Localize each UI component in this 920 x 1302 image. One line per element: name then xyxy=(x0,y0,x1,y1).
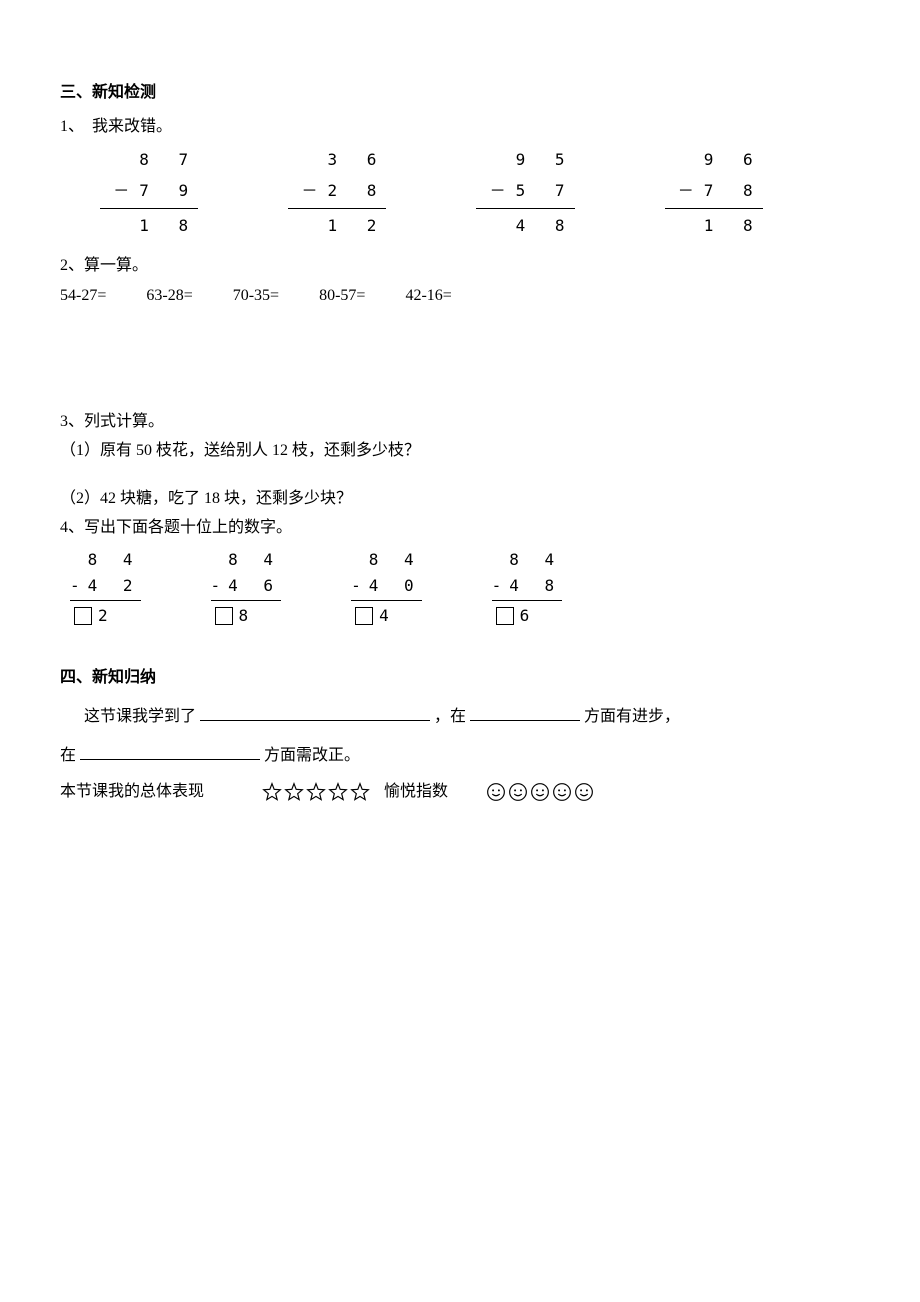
vertical-box-problem: 8 4-4 6 8 xyxy=(211,547,282,629)
star-icon xyxy=(328,782,348,802)
tens-box[interactable] xyxy=(74,607,92,625)
blank-progress[interactable] xyxy=(470,706,580,721)
rule-line xyxy=(665,208,763,209)
result: 4 8 xyxy=(476,211,574,241)
rule-line xyxy=(492,600,563,601)
star-icon xyxy=(284,782,304,802)
star-icon xyxy=(350,782,370,802)
summary-text-2b: 方面需改正。 xyxy=(264,747,360,764)
smile-icon xyxy=(552,782,572,802)
ones-digit: 2 xyxy=(98,603,108,629)
ones-digit: 6 xyxy=(520,603,530,629)
rule-line xyxy=(100,208,198,209)
rule-line xyxy=(70,600,141,601)
summary-text-1a: 这节课我学到了 xyxy=(84,708,196,725)
tens-box[interactable] xyxy=(355,607,373,625)
q1-label: 1、 我来改错。 xyxy=(60,114,860,140)
result: 1 8 xyxy=(665,211,763,241)
blank-learned[interactable] xyxy=(200,706,430,721)
result: 1 8 xyxy=(100,211,198,241)
result: 1 2 xyxy=(288,211,386,241)
equation: 63-28= xyxy=(146,283,192,309)
minuend: 9 5 xyxy=(476,145,574,175)
minuend: 8 7 xyxy=(100,145,198,175)
summary-text-2a: 在 xyxy=(60,747,76,764)
ones-digit: 8 xyxy=(239,603,249,629)
summary-text-1b: ，在 xyxy=(434,708,466,725)
smiles xyxy=(486,782,594,802)
equation: 54-27= xyxy=(60,283,106,309)
summary-block: 这节课我学到了 ，在 方面有进步， 在 方面需改正。 xyxy=(60,698,860,775)
vertical-problem: 8 7－7 9 1 8 xyxy=(100,145,198,241)
equation: 80-57= xyxy=(319,283,365,309)
subtrahend: -4 2 xyxy=(70,573,141,599)
vertical-problem: 9 5－5 7 4 8 xyxy=(476,145,574,241)
subtrahend: -4 0 xyxy=(351,573,422,599)
rule-line xyxy=(351,600,422,601)
subtrahend: -4 8 xyxy=(492,573,563,599)
vertical-box-problem: 8 4-4 0 4 xyxy=(351,547,422,629)
minuend: 8 4 xyxy=(492,547,563,573)
q4-problems: 8 4-4 22 8 4-4 68 8 4-4 04 8 4-4 86 xyxy=(70,547,860,629)
equation: 42-16= xyxy=(405,283,451,309)
section3-title: 三、新知检测 xyxy=(60,80,860,106)
vertical-problem: 3 6－2 8 1 2 xyxy=(288,145,386,241)
q2-items: 54-27= 63-28= 70-35= 80-57= 42-16= xyxy=(60,283,860,309)
q3-sub1: （1）原有 50 枝花，送给别人 12 枝，还剩多少枝？ xyxy=(60,438,860,464)
minuend: 8 4 xyxy=(351,547,422,573)
star-icon xyxy=(306,782,326,802)
smile-icon xyxy=(530,782,550,802)
smile-icon xyxy=(508,782,528,802)
smile-icon xyxy=(574,782,594,802)
minuend: 9 6 xyxy=(665,145,763,175)
summary-text-1c: 方面有进步， xyxy=(584,708,680,725)
ones-digit: 4 xyxy=(379,603,389,629)
equation: 70-35= xyxy=(233,283,279,309)
vertical-box-problem: 8 4-4 2 2 xyxy=(70,547,141,629)
tens-box[interactable] xyxy=(215,607,233,625)
star-icon xyxy=(262,782,282,802)
subtrahend: －2 8 xyxy=(288,176,386,206)
subtrahend: -4 6 xyxy=(211,573,282,599)
q3-sub2: （2）42 块糖，吃了 18 块，还剩多少块？ xyxy=(60,486,860,512)
rating-label: 本节课我的总体表现 xyxy=(60,779,204,805)
smile-icon xyxy=(486,782,506,802)
section4-title: 四、新知归纳 xyxy=(60,665,860,691)
vertical-problem: 9 6－7 8 1 8 xyxy=(665,145,763,241)
rating-row: 本节课我的总体表现 愉悦指数 xyxy=(60,779,860,805)
minuend: 3 6 xyxy=(288,145,386,175)
subtrahend: －7 8 xyxy=(665,176,763,206)
stars xyxy=(262,782,370,802)
subtrahend: －7 9 xyxy=(100,176,198,206)
q1-problems: 8 7－7 9 1 8 3 6－2 8 1 2 9 5－5 7 4 8 9 6－… xyxy=(100,145,860,241)
minuend: 8 4 xyxy=(70,547,141,573)
q3-label: 3、列式计算。 xyxy=(60,409,860,435)
rule-line xyxy=(288,208,386,209)
tens-box[interactable] xyxy=(496,607,514,625)
blank-improve[interactable] xyxy=(80,744,260,759)
minuend: 8 4 xyxy=(211,547,282,573)
q4-label: 4、写出下面各题十位上的数字。 xyxy=(60,515,860,541)
rule-line xyxy=(211,600,282,601)
vertical-box-problem: 8 4-4 8 6 xyxy=(492,547,563,629)
happy-label: 愉悦指数 xyxy=(384,779,448,805)
subtrahend: －5 7 xyxy=(476,176,574,206)
rule-line xyxy=(476,208,574,209)
q2-label: 2、算一算。 xyxy=(60,253,860,279)
